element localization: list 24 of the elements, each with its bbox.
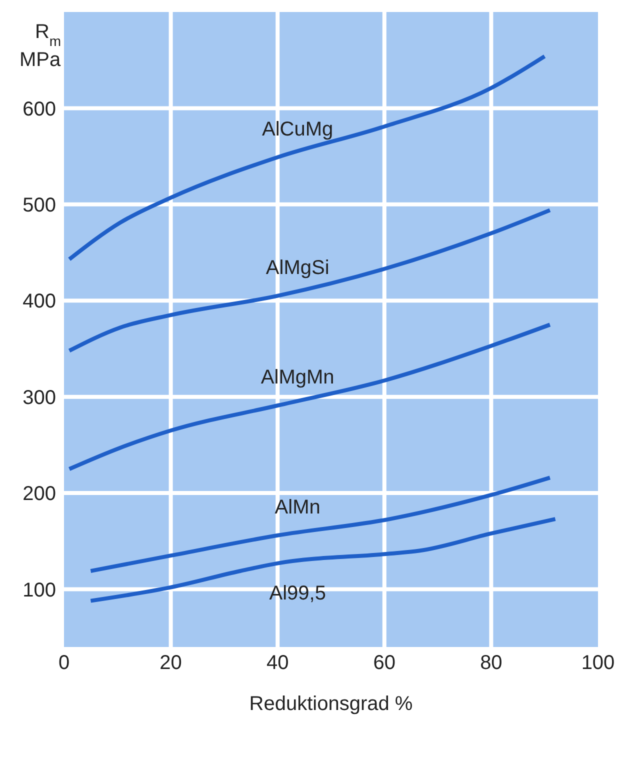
series-label: AlMgMn <box>260 366 334 389</box>
series-label: AlMn <box>274 496 320 518</box>
series-label: AlCuMg <box>262 118 334 140</box>
y-tick-label: 100 <box>22 579 56 602</box>
x-tick-label: 20 <box>160 652 182 674</box>
y-tick-label: 300 <box>22 386 56 409</box>
x-tick-label: 80 <box>480 652 502 674</box>
x-axis-title: Reduktionsgrad % <box>249 693 413 715</box>
series-label: Al99,5 <box>269 582 326 604</box>
line-series <box>67 208 552 353</box>
x-tick-label: 60 <box>373 652 396 674</box>
series-label: AlMgSi <box>266 256 330 279</box>
y-tick-label: 600 <box>22 98 56 120</box>
y-axis-title: R$_{m}$ MPa <box>19 21 62 71</box>
line-series <box>67 322 552 472</box>
line-series <box>88 476 552 573</box>
y-tick-label: 500 <box>22 194 56 217</box>
x-tick-label: 100 <box>581 652 615 674</box>
y-tick-label: 400 <box>22 290 56 313</box>
y-tick-label: 200 <box>22 483 56 506</box>
line-series <box>88 517 558 603</box>
x-tick-label: 0 <box>58 652 70 674</box>
x-tick-label: 40 <box>266 652 289 674</box>
line-series <box>67 54 547 262</box>
